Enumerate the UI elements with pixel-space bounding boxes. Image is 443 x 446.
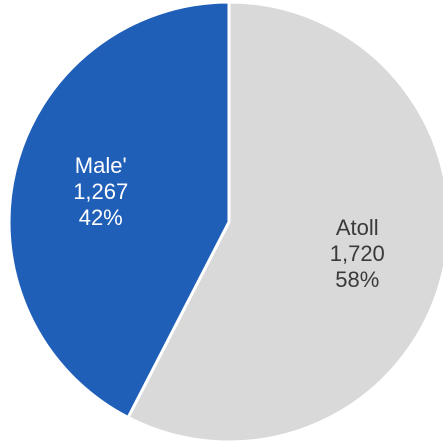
- data-label-male-percent: 42%: [79, 205, 123, 230]
- data-label-atoll-percent: 58%: [335, 267, 379, 292]
- pie-slice-male: [7, 0, 231, 419]
- data-label-male-value: 1,267: [73, 179, 128, 204]
- pie-slices: [7, 0, 443, 444]
- data-label-atoll-name: Atoll: [336, 215, 379, 240]
- data-label-male-name: Male': [75, 153, 127, 178]
- data-label-atoll-value: 1,720: [330, 241, 385, 266]
